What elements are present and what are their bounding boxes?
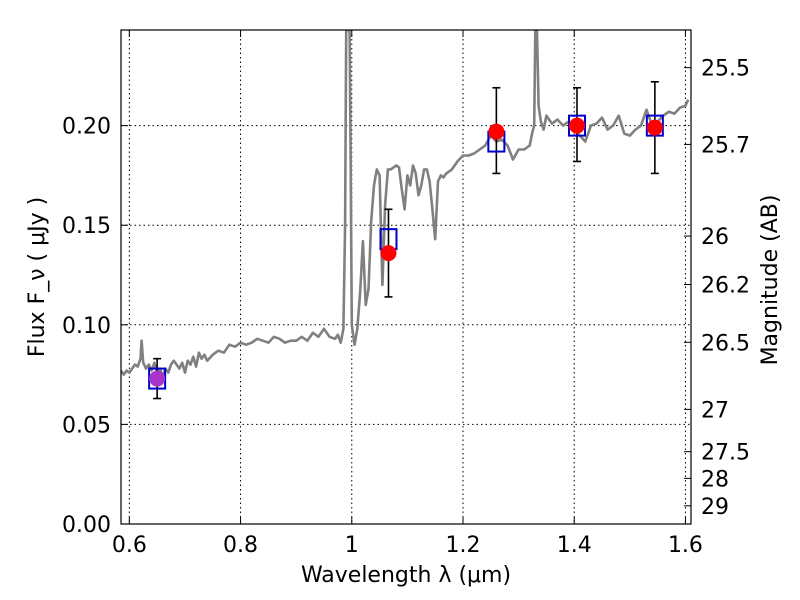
observed-point (380, 245, 397, 262)
model-spectrum-line (121, 30, 690, 378)
observed-point (646, 119, 663, 136)
y-tick-label: 0.00 (62, 513, 111, 538)
right-tick-label: 25.5 (701, 57, 750, 82)
x-axis-label: Wavelength λ (μm) (301, 563, 511, 588)
right-tick-label: 27.5 (701, 441, 750, 466)
model-band-square (645, 114, 664, 137)
right-tick-label: 27 (701, 398, 729, 423)
y-tick-label: 0.15 (62, 214, 111, 239)
x-tick-label: 1 (345, 533, 359, 558)
y-tick-label: 0.10 (62, 314, 111, 339)
tick-layer: 0.6 0.8 1 1.2 1.4 1.6 0.00 0.05 0.10 0.15 0.20 25.5… (62, 30, 750, 558)
x-tick-label: 1.4 (557, 533, 592, 558)
x-tick-label: 0.8 (223, 533, 258, 558)
x-tick-label: 0.6 (112, 533, 147, 558)
right-tick-label: 28 (701, 467, 729, 492)
right-tick-label: 26.5 (701, 331, 750, 356)
right-tick-label: 25.7 (701, 133, 750, 158)
upper-point-marker (149, 370, 166, 387)
y-axis-label: Flux F_ν ( μJy ) (25, 197, 50, 357)
observed-point (569, 117, 585, 134)
observed-point (488, 123, 505, 140)
x-tick-label: 1.2 (446, 533, 481, 558)
series-layer (121, 30, 690, 400)
right-tick-label: 29 (701, 495, 729, 520)
y-tick-label: 0.20 (62, 115, 111, 140)
y-tick-label: 0.05 (62, 413, 111, 438)
y-axis-right-label: Magnitude (AB) (758, 195, 783, 366)
x-tick-label: 1.6 (668, 533, 703, 558)
right-tick-label: 26 (701, 225, 729, 250)
plot-frame (120, 29, 692, 525)
right-tick-label: 26.2 (701, 274, 750, 299)
